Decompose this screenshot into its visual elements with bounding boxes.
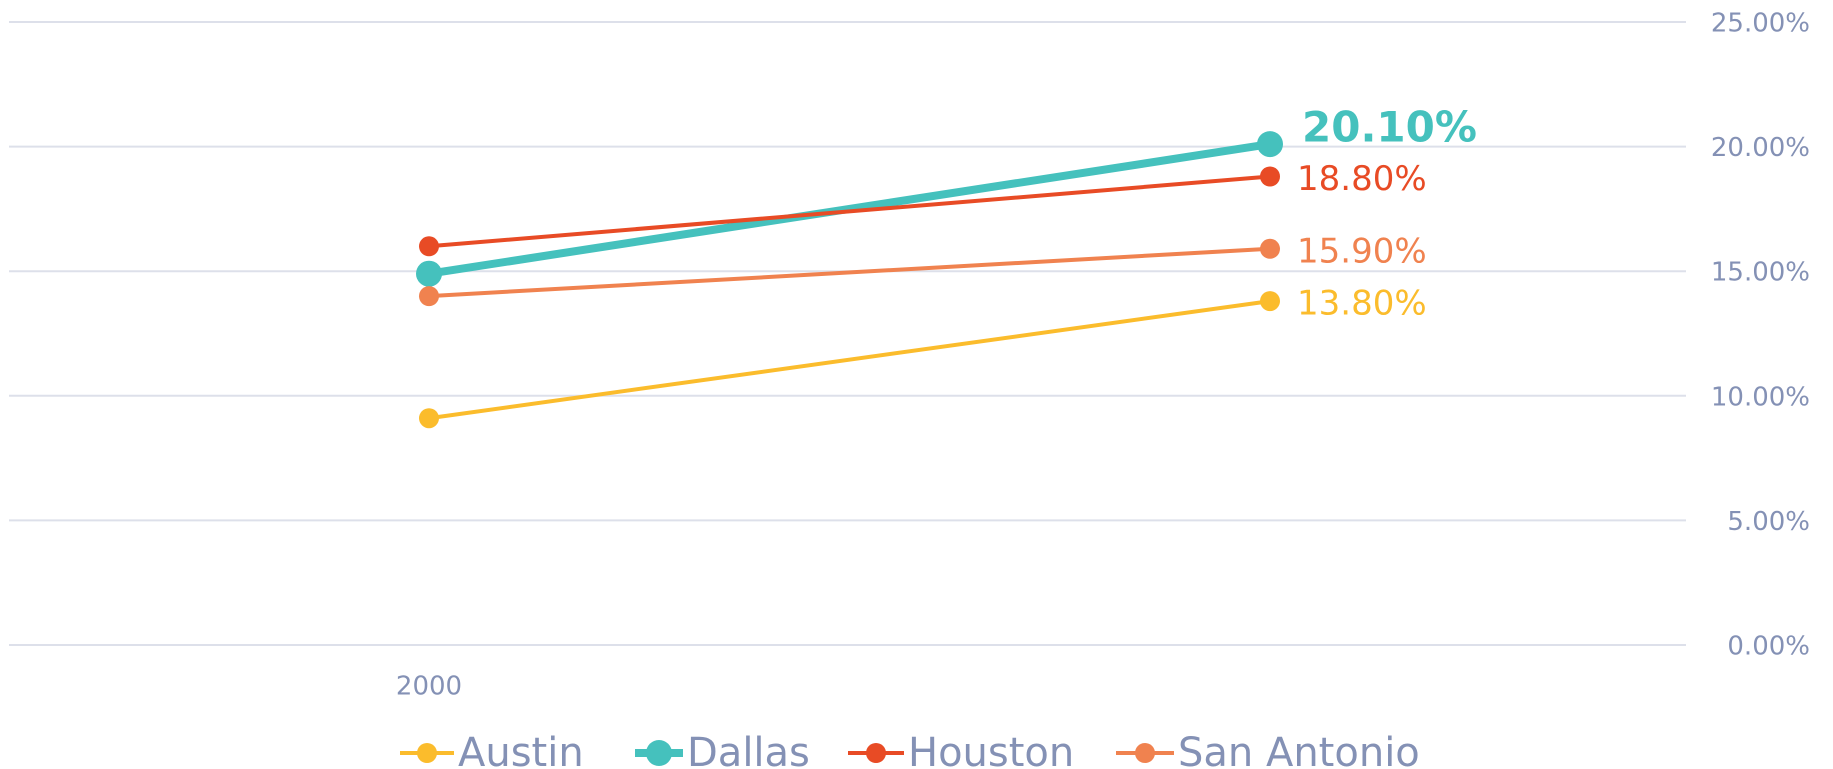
y-tick-label: 15.00%	[1711, 258, 1810, 288]
x-tick-label: 2000	[396, 672, 462, 702]
data-point	[1260, 238, 1280, 259]
series-line	[427, 246, 1272, 299]
legend-label: Houston	[908, 730, 1074, 769]
data-label: 20.10%	[1302, 103, 1477, 152]
data-point	[419, 236, 439, 257]
legend-label: San Antonio	[1178, 730, 1420, 769]
data-label: 13.80%	[1297, 284, 1427, 324]
data-point	[416, 260, 442, 287]
legend-item: Houston	[848, 730, 1074, 769]
legend-item: San Antonio	[1116, 730, 1420, 769]
legend-marker	[646, 740, 672, 766]
y-tick-label: 0.00%	[1727, 632, 1810, 662]
data-point	[419, 286, 439, 307]
series-line	[427, 299, 1272, 421]
y-tick-label: 20.00%	[1711, 133, 1810, 163]
y-tick-label: 5.00%	[1727, 507, 1810, 537]
data-point	[1260, 166, 1280, 187]
series-line	[427, 174, 1272, 249]
legend-item: Austin	[400, 730, 584, 769]
legend-marker	[1135, 743, 1155, 763]
series-line	[425, 140, 1274, 278]
legend-item: Dallas	[635, 730, 810, 769]
data-point	[1257, 131, 1283, 158]
y-tick-label: 25.00%	[1711, 9, 1810, 39]
data-point	[1260, 291, 1280, 312]
legend-label: Austin	[458, 730, 584, 769]
data-label: 18.80%	[1297, 159, 1427, 199]
legend-marker	[866, 743, 886, 763]
legend-label: Dallas	[687, 730, 810, 769]
legend-marker	[417, 743, 437, 763]
y-tick-label: 10.00%	[1711, 382, 1810, 412]
data-point	[419, 408, 439, 429]
data-label: 15.90%	[1297, 231, 1427, 271]
